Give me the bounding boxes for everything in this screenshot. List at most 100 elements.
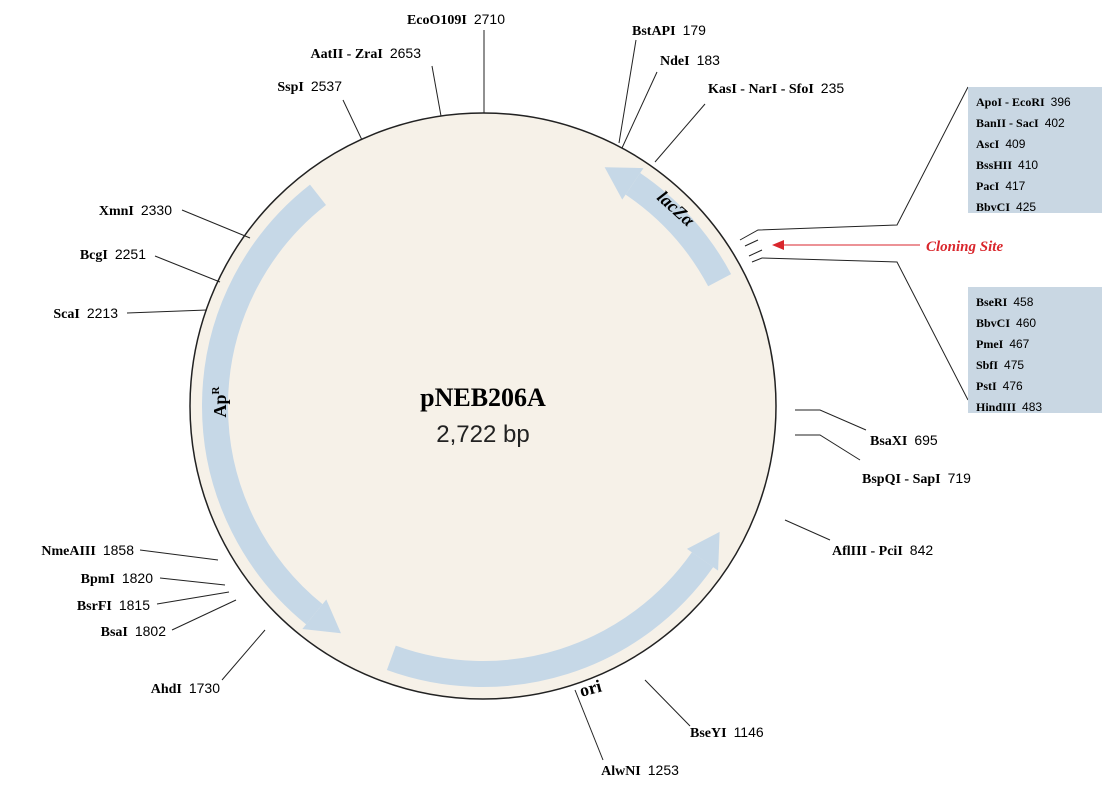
box-site: SbfI 475 (976, 358, 1024, 372)
box-site: PmeI 467 (976, 337, 1030, 351)
site-label: BsrFI 1815 (77, 597, 150, 614)
site-tick (748, 249, 763, 257)
box-site: PstI 476 (976, 379, 1023, 393)
site-position: 183 (697, 52, 721, 68)
box-site: BssHII 410 (976, 158, 1038, 172)
site-position: 1820 (122, 570, 153, 586)
site-label: BcgI 2251 (80, 246, 146, 263)
site-label: NmeAIII 1858 (41, 542, 134, 559)
site-label: AhdI 1730 (151, 680, 220, 697)
site-name: SbfI (976, 358, 998, 372)
site-name: AlwNI (601, 764, 641, 779)
site-position: 476 (1003, 379, 1023, 393)
site-name: BseYI (690, 726, 727, 741)
box-site: BseRI 458 (976, 295, 1034, 309)
site-position: 719 (948, 470, 972, 486)
site-name: BsaI (101, 625, 128, 640)
site-line (431, 65, 442, 117)
site-label: AflIII - PciI 842 (832, 542, 933, 559)
site-name: BpmI (81, 572, 115, 587)
site-label: AatII - ZraI 2653 (311, 45, 422, 62)
feature-superscript: R (210, 385, 222, 394)
site-label: BsaXI 695 (870, 432, 938, 449)
site-name: AflIII - PciI (832, 544, 903, 559)
feature-label: ori (577, 676, 603, 701)
site-label: AlwNI 1253 (601, 762, 679, 779)
site-name: BspQI - SapI (862, 472, 941, 487)
site-position: 1146 (734, 724, 764, 740)
feature-name: ori (577, 676, 603, 701)
site-name: BbvCI (976, 316, 1010, 330)
site-line (621, 71, 658, 149)
site-position: 1253 (648, 762, 679, 778)
feature-arrowhead (604, 167, 644, 200)
site-name: XmnI (99, 204, 134, 219)
site-position: 2710 (474, 11, 505, 27)
site-line (171, 599, 237, 631)
feature-arrowhead (302, 599, 341, 634)
site-name: HindIII (976, 400, 1016, 414)
site-position: 425 (1016, 200, 1036, 214)
plasmid-name: pNEB206A (420, 383, 546, 412)
feature-arc (386, 552, 714, 687)
plasmid-size: 2,722 bp (436, 421, 529, 448)
box-site: BanII - SacI 402 (976, 116, 1065, 130)
site-position: 2213 (87, 305, 118, 321)
site-line (795, 434, 861, 461)
site-box (968, 287, 1102, 413)
site-name: BcgI (80, 248, 108, 263)
box-site: PacI 417 (976, 179, 1026, 193)
site-name: PmeI (976, 337, 1004, 351)
site-name: BssHII (976, 158, 1012, 172)
site-label: ScaI 2213 (53, 305, 118, 322)
feature-arrowhead (686, 531, 720, 571)
site-label: BseYI 1146 (690, 724, 764, 741)
site-position: 396 (1051, 95, 1071, 109)
connector (751, 257, 969, 401)
site-line (181, 209, 251, 239)
site-position: 402 (1045, 116, 1065, 130)
site-label: BstAPI 179 (632, 22, 706, 39)
box-site: AscI 409 (976, 137, 1026, 151)
site-position: 2537 (311, 78, 342, 94)
box-site: BbvCI 425 (976, 200, 1036, 214)
site-line (139, 549, 219, 561)
plasmid-circle (189, 112, 777, 700)
site-label: SspI 2537 (277, 78, 342, 95)
site-tick (744, 239, 759, 247)
site-position: 475 (1004, 358, 1024, 372)
site-position: 2330 (141, 202, 172, 218)
feature-arc (202, 184, 327, 625)
site-position: 235 (821, 80, 845, 96)
feature-name: Ap (210, 394, 230, 417)
site-label: BspQI - SapI 719 (862, 470, 971, 487)
site-position: 1815 (119, 597, 150, 613)
site-box (968, 87, 1102, 213)
site-position: 483 (1022, 400, 1042, 414)
site-name: ScaI (53, 307, 79, 322)
site-position: 467 (1009, 337, 1029, 351)
site-label: KasI - NarI - SfoI 235 (708, 80, 844, 97)
site-position: 2653 (390, 45, 421, 61)
cloning-arrowhead (772, 240, 784, 250)
site-line (574, 689, 604, 761)
connector (739, 86, 969, 241)
site-name: ApoI - EcoRI (976, 95, 1045, 109)
site-line (618, 39, 637, 144)
site-name: SspI (277, 80, 303, 95)
site-name: NmeAIII (41, 544, 95, 559)
site-line (654, 103, 706, 163)
features (202, 167, 732, 687)
site-name: BbvCI (976, 200, 1010, 214)
cloning-site-label: Cloning Site (926, 239, 1003, 255)
feature-label: ApR (210, 385, 230, 417)
site-position: 417 (1005, 179, 1025, 193)
site-name: BsrFI (77, 599, 112, 614)
site-position: 409 (1005, 137, 1025, 151)
site-name: BseRI (976, 295, 1008, 309)
site-line (795, 409, 867, 431)
site-position: 842 (910, 542, 934, 558)
box-site: ApoI - EcoRI 396 (976, 95, 1071, 109)
site-position: 410 (1018, 158, 1038, 172)
